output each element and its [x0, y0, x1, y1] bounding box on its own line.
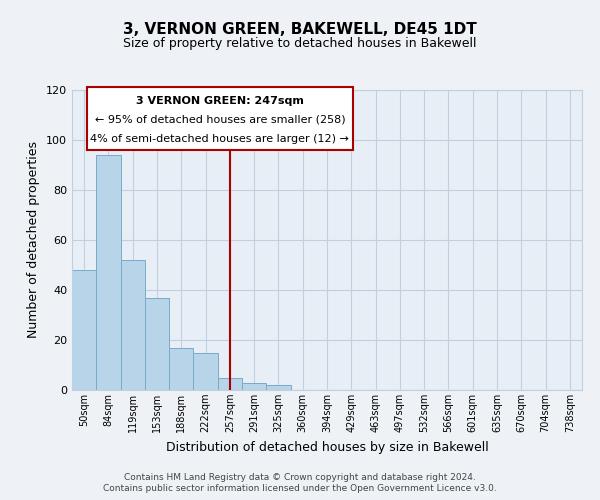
Text: 4% of semi-detached houses are larger (12) →: 4% of semi-detached houses are larger (1…: [91, 134, 349, 143]
Y-axis label: Number of detached properties: Number of detached properties: [28, 142, 40, 338]
Text: 3, VERNON GREEN, BAKEWELL, DE45 1DT: 3, VERNON GREEN, BAKEWELL, DE45 1DT: [123, 22, 477, 38]
Bar: [145, 298, 169, 390]
Bar: [266, 385, 290, 390]
Bar: [218, 378, 242, 390]
Bar: [169, 348, 193, 390]
Bar: [121, 260, 145, 390]
Bar: [242, 382, 266, 390]
X-axis label: Distribution of detached houses by size in Bakewell: Distribution of detached houses by size …: [166, 440, 488, 454]
Text: Size of property relative to detached houses in Bakewell: Size of property relative to detached ho…: [123, 38, 477, 51]
Text: 3 VERNON GREEN: 247sqm: 3 VERNON GREEN: 247sqm: [136, 96, 304, 106]
Text: Contains public sector information licensed under the Open Government Licence v3: Contains public sector information licen…: [103, 484, 497, 493]
Text: ← 95% of detached houses are smaller (258): ← 95% of detached houses are smaller (25…: [95, 114, 345, 124]
Bar: [96, 155, 121, 390]
Bar: [193, 352, 218, 390]
Text: Contains HM Land Registry data © Crown copyright and database right 2024.: Contains HM Land Registry data © Crown c…: [124, 473, 476, 482]
FancyBboxPatch shape: [88, 87, 353, 150]
Bar: [72, 270, 96, 390]
